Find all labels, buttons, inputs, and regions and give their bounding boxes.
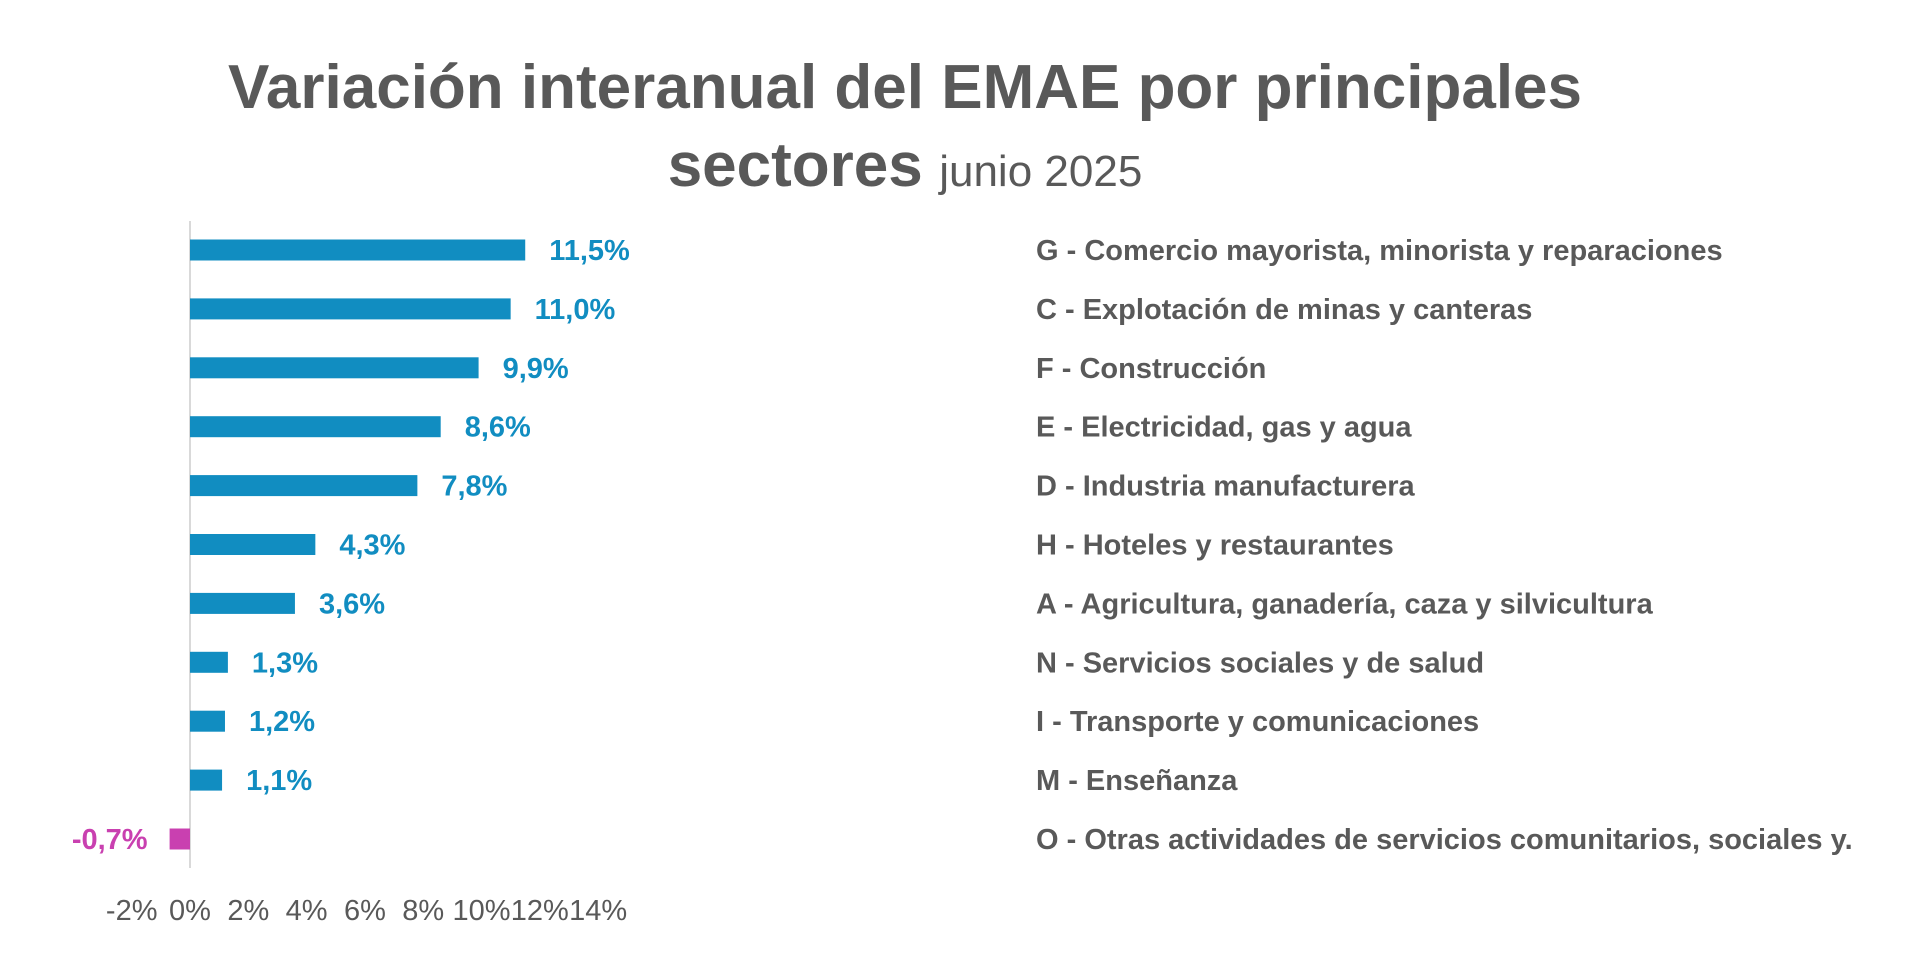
data-label: -0,7%	[72, 824, 148, 856]
x-tick-label: 14%	[569, 895, 627, 927]
x-tick-label: 12%	[511, 895, 569, 927]
data-label: 8,6%	[465, 412, 531, 444]
x-tick-label: 10%	[452, 895, 510, 927]
data-label: 1,2%	[249, 706, 315, 738]
data-label: 1,1%	[246, 765, 312, 797]
bar	[190, 651, 228, 673]
data-label: 11,5%	[549, 235, 630, 267]
x-tick-label: 8%	[402, 895, 444, 927]
bar	[169, 828, 190, 850]
bar	[190, 475, 418, 497]
category-label: D - Industria manufacturera	[1036, 471, 1416, 503]
x-tick-label: 2%	[227, 895, 269, 927]
bar	[190, 769, 223, 791]
data-label: 1,3%	[252, 647, 318, 679]
category-label: M - Enseñanza	[1036, 765, 1238, 797]
data-label: 4,3%	[339, 530, 405, 562]
bar	[190, 416, 441, 438]
bar	[190, 357, 479, 379]
data-label: 7,8%	[441, 471, 507, 503]
x-tick-label: -2%	[106, 895, 158, 927]
category-label: N - Servicios sociales y de salud	[1036, 647, 1484, 679]
chart-title: Variación interanual del EMAE por princi…	[228, 53, 1582, 122]
bar	[190, 298, 511, 320]
bar	[190, 592, 295, 614]
data-label: 3,6%	[319, 588, 385, 620]
bar	[190, 710, 225, 732]
category-label: O - Otras actividades de servicios comun…	[1036, 824, 1853, 856]
category-label: E - Electricidad, gas y agua	[1036, 412, 1412, 444]
x-tick-label: 4%	[286, 895, 328, 927]
x-tick-label: 0%	[169, 895, 211, 927]
chart-subtitle-date: junio 2025	[937, 147, 1142, 196]
category-label: I - Transporte y comunicaciones	[1036, 706, 1479, 738]
data-label: 11,0%	[535, 294, 616, 326]
chart-subtitle-bold: sectores	[668, 131, 923, 200]
chart-subtitle: sectores junio 2025	[668, 131, 1143, 200]
category-label: C - Explotación de minas y canteras	[1036, 294, 1532, 326]
category-label: H - Hoteles y restaurantes	[1036, 530, 1394, 562]
category-label: A - Agricultura, ganadería, caza y silvi…	[1036, 588, 1654, 620]
data-label: 9,9%	[503, 353, 569, 385]
category-label: F - Construcción	[1036, 353, 1266, 385]
bar	[190, 239, 526, 261]
x-tick-label: 6%	[344, 895, 386, 927]
bar	[190, 534, 316, 555]
category-label: G - Comercio mayorista, minorista y repa…	[1036, 235, 1723, 267]
